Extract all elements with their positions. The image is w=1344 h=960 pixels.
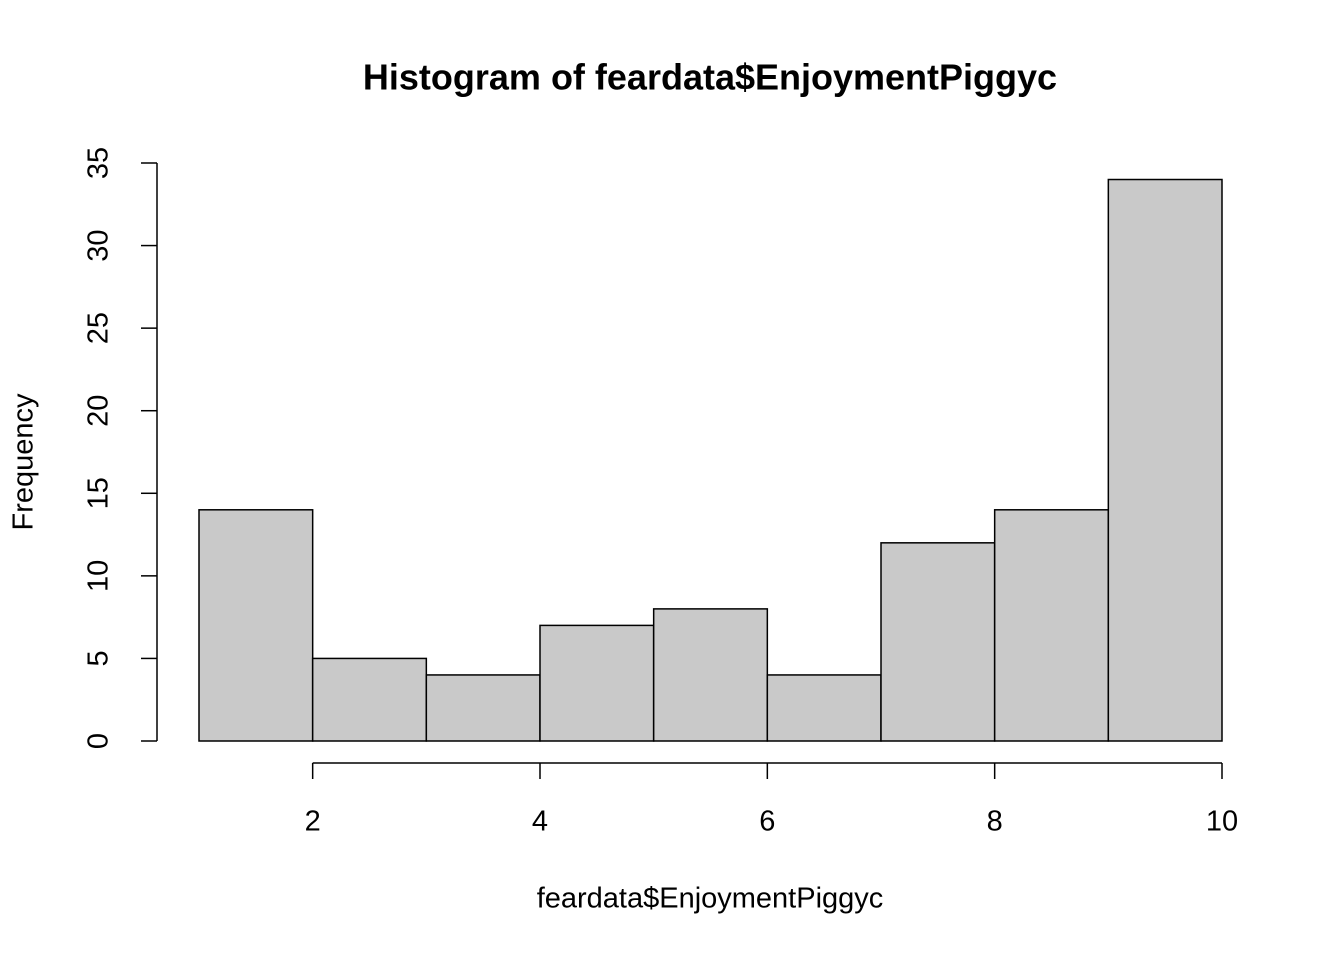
y-tick-label: 30 bbox=[83, 229, 115, 261]
x-axis-label: feardata$EnjoymentPiggyc bbox=[537, 883, 884, 915]
x-tick-label: 4 bbox=[532, 806, 548, 838]
x-tick-label: 10 bbox=[1206, 806, 1238, 838]
y-axis-label: Frequency bbox=[8, 393, 40, 531]
y-tick-label: 15 bbox=[83, 477, 115, 509]
x-tick-label: 2 bbox=[305, 806, 321, 838]
bar bbox=[1107, 178, 1223, 742]
bar bbox=[993, 509, 1110, 742]
y-tick-label: 5 bbox=[83, 650, 115, 666]
bar bbox=[652, 608, 769, 742]
y-tick-label: 20 bbox=[83, 395, 115, 427]
y-tick-label: 35 bbox=[83, 147, 115, 179]
y-tick-label: 25 bbox=[83, 312, 115, 344]
bar bbox=[539, 624, 655, 742]
y-tick-label: 10 bbox=[83, 560, 115, 592]
chart-title: Histogram of feardata$EnjoymentPiggyc bbox=[363, 57, 1057, 98]
x-tick-label: 8 bbox=[987, 806, 1003, 838]
x-tick-label: 6 bbox=[759, 806, 775, 838]
y-tick-label: 0 bbox=[83, 733, 115, 749]
bar bbox=[425, 674, 541, 742]
bar bbox=[766, 674, 882, 742]
bar bbox=[198, 509, 314, 742]
bar bbox=[311, 657, 428, 742]
bar bbox=[880, 542, 996, 742]
